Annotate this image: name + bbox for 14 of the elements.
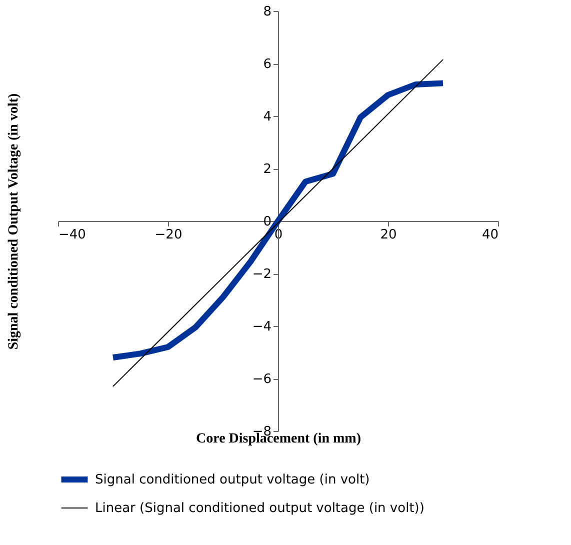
y-tick-label: 4	[263, 110, 272, 124]
legend-label: Signal conditioned output voltage (in volt)	[95, 472, 370, 488]
x-tick-label: 40	[482, 228, 498, 242]
y-tick-label: −4	[252, 320, 272, 334]
y-tick-label: 2	[263, 162, 272, 177]
x-tick-label: 20	[380, 228, 397, 242]
x-tick-label: −20	[154, 228, 182, 242]
y-tick-label: −2	[252, 267, 272, 282]
y-tick-label: 6	[263, 57, 272, 72]
y-tick-label: −6	[252, 372, 272, 387]
y-tick-label: 8	[263, 4, 272, 20]
x-tick-label: −40	[58, 228, 86, 242]
legend-label: Linear (Signal conditioned output voltage (in volt))	[95, 501, 424, 516]
y-axis-title: Signal conditioned Output Voltage (in volt)	[6, 93, 22, 350]
